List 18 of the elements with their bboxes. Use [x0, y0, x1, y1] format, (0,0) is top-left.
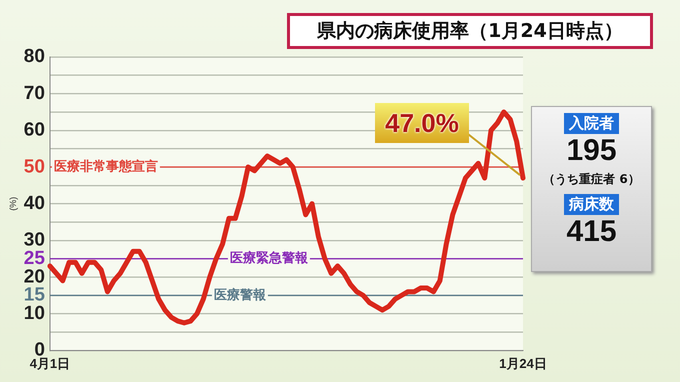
- x-tick-label: 1月24日: [499, 356, 547, 371]
- y-tick-label: 20: [24, 266, 45, 288]
- y-tick-label: 50: [24, 156, 45, 178]
- annotation: 47.0%: [375, 103, 469, 143]
- text: 病床数: [564, 194, 619, 215]
- y-axis-title: (%): [8, 196, 18, 211]
- y-tick-label: 40: [24, 192, 45, 214]
- text: 415: [566, 215, 617, 248]
- chart-title: 県内の病床使用率（1月24日時点）: [287, 13, 653, 49]
- y-tick-label: 80: [24, 46, 45, 68]
- ref-line-label: 医療非常事態宣言: [54, 158, 158, 174]
- text: 入院者: [564, 113, 619, 134]
- text: 195: [566, 134, 617, 167]
- ref-line-label: 医療緊急警報: [230, 250, 309, 266]
- ref-line-label: 医療警報: [214, 286, 267, 303]
- y-tick-label: 70: [24, 82, 45, 104]
- y-tick-label: 60: [24, 120, 45, 141]
- text: （うち重症者 6）: [543, 172, 640, 186]
